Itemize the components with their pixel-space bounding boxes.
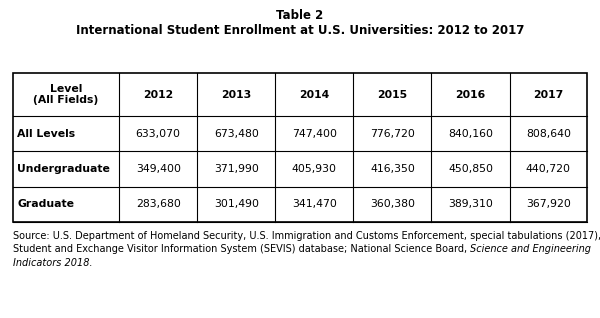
Text: 450,850: 450,850	[448, 164, 493, 174]
Text: Student and Exchange Visitor Information System (SEVIS) database; National Scien: Student and Exchange Visitor Information…	[13, 245, 470, 254]
Text: 673,480: 673,480	[214, 129, 259, 139]
Text: Undergraduate: Undergraduate	[17, 164, 110, 174]
Text: 2016: 2016	[455, 89, 485, 100]
Text: 371,990: 371,990	[214, 164, 259, 174]
Text: 341,470: 341,470	[292, 199, 337, 209]
Text: Source: U.S. Department of Homeland Security, U.S. Immigration and Customs Enfor: Source: U.S. Department of Homeland Secu…	[13, 231, 600, 241]
Text: 2017: 2017	[533, 89, 563, 100]
Text: 440,720: 440,720	[526, 164, 571, 174]
Text: 405,930: 405,930	[292, 164, 337, 174]
Bar	[13, 73, 587, 222]
Text: International Student Enrollment at U.S. Universities: 2012 to 2017: International Student Enrollment at U.S.…	[76, 24, 524, 37]
Text: 808,640: 808,640	[526, 129, 571, 139]
Text: 349,400: 349,400	[136, 164, 181, 174]
Text: 283,680: 283,680	[136, 199, 181, 209]
Text: Indicators 2018.: Indicators 2018.	[13, 258, 92, 268]
Text: 840,160: 840,160	[448, 129, 493, 139]
Text: All Levels: All Levels	[17, 129, 75, 139]
Text: 2015: 2015	[377, 89, 407, 100]
Text: 776,720: 776,720	[370, 129, 415, 139]
Text: 416,350: 416,350	[370, 164, 415, 174]
Text: Table 2: Table 2	[277, 9, 323, 22]
Text: Graduate: Graduate	[17, 199, 74, 209]
Text: 367,920: 367,920	[526, 199, 571, 209]
Text: 2013: 2013	[221, 89, 251, 100]
Text: Level
(All Fields): Level (All Fields)	[34, 84, 99, 105]
Text: 747,400: 747,400	[292, 129, 337, 139]
Text: 301,490: 301,490	[214, 199, 259, 209]
Text: Science and Engineering: Science and Engineering	[470, 245, 591, 254]
Text: 360,380: 360,380	[370, 199, 415, 209]
Text: 633,070: 633,070	[136, 129, 181, 139]
Text: 2012: 2012	[143, 89, 173, 100]
Text: 389,310: 389,310	[448, 199, 493, 209]
Text: 2014: 2014	[299, 89, 329, 100]
